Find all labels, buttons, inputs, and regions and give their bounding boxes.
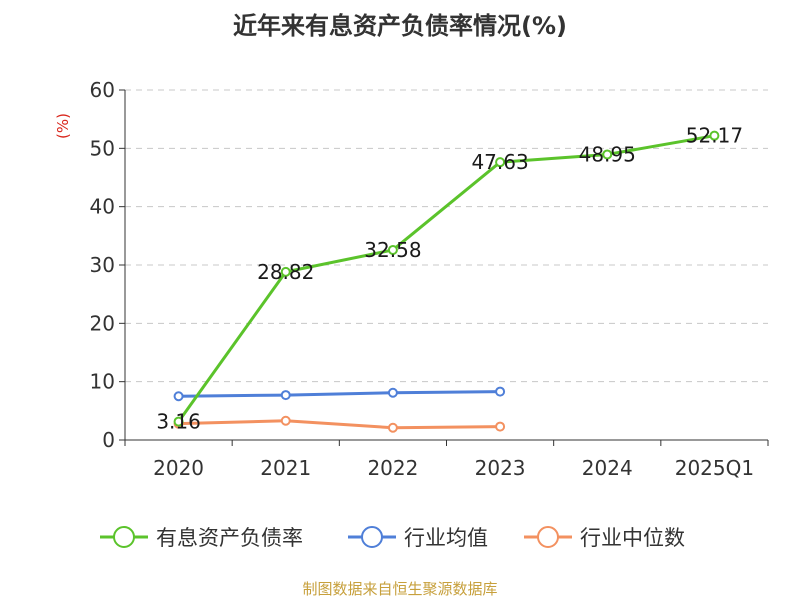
legend-label: 行业均值: [404, 526, 488, 550]
series-line: [178, 390, 501, 398]
source-note: 制图数据来自恒生聚源数据库: [302, 580, 497, 598]
y-axis-unit-label: (%): [54, 113, 72, 139]
data-label: 48.95: [579, 142, 636, 166]
data-point[interactable]: [173, 391, 184, 402]
data-label: 52.17: [686, 124, 743, 148]
y-tick-label: 60: [90, 78, 115, 102]
legend-swatch-marker: [361, 526, 383, 548]
legend-item-1[interactable]: 行业均值: [348, 526, 488, 550]
data-label: 3.16: [156, 410, 201, 434]
x-tick-label: 2023: [475, 456, 526, 480]
data-labels: 3.16 28.82 32.58 47.63 48.95 52.17: [156, 124, 743, 434]
data-point[interactable]: [387, 422, 398, 433]
data-point[interactable]: [280, 415, 291, 426]
y-tick-label: 50: [90, 136, 115, 160]
data-point[interactable]: [280, 266, 291, 277]
chart-title: 近年来有息资产负债率情况(%): [233, 12, 567, 40]
series-line: [178, 419, 501, 430]
gridlines: [125, 89, 768, 383]
legend-swatch-marker: [113, 526, 135, 548]
data-point[interactable]: [280, 390, 291, 401]
data-point[interactable]: [387, 244, 398, 255]
x-tick-label: 2025Q1: [675, 456, 754, 480]
legend-label: 有息资产负债率: [156, 526, 303, 550]
x-axis-ticks: 2020 2021 2022 2023 2024 2025Q1: [124, 440, 769, 480]
data-point[interactable]: [709, 130, 720, 141]
y-tick-label: 10: [90, 370, 115, 394]
x-tick-label: 2020: [153, 456, 204, 480]
y-axis-ticks: 0 10 20 30 40 50 60: [90, 78, 125, 452]
x-tick-label: 2021: [260, 456, 311, 480]
series-line: [177, 134, 715, 423]
x-tick-label: 2022: [367, 456, 418, 480]
y-tick-label: 30: [90, 253, 115, 277]
data-point[interactable]: [387, 387, 398, 398]
data-label: 32.58: [364, 238, 421, 262]
legend-item-0[interactable]: 有息资产负债率: [100, 526, 303, 550]
legend-swatch-marker: [537, 526, 559, 548]
data-label: 47.63: [471, 150, 528, 174]
y-tick-label: 40: [90, 195, 115, 219]
series-1: [173, 386, 506, 402]
data-point[interactable]: [602, 149, 613, 160]
series-layer: [173, 130, 720, 433]
data-point[interactable]: [495, 421, 506, 432]
legend[interactable]: 有息资产负债率 行业均值 行业中位数: [100, 526, 685, 550]
y-tick-label: 0: [102, 428, 115, 452]
series-2: [173, 415, 506, 433]
x-tick-label: 2024: [582, 456, 633, 480]
series-0: [173, 130, 720, 427]
data-label: 28.82: [257, 260, 314, 284]
y-tick-label: 20: [90, 311, 115, 335]
data-point[interactable]: [495, 157, 506, 168]
data-point[interactable]: [173, 416, 184, 427]
legend-label: 行业中位数: [580, 526, 685, 550]
data-point[interactable]: [495, 386, 506, 397]
legend-item-2[interactable]: 行业中位数: [524, 526, 685, 550]
